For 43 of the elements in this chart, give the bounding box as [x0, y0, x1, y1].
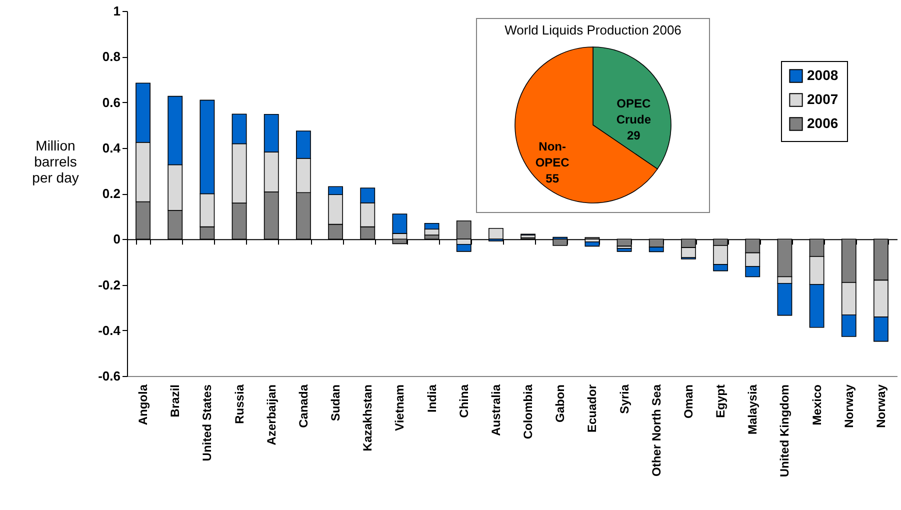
slice-label: Non-OPEC: [535, 139, 570, 170]
legend-label: 2008: [807, 67, 838, 83]
x-tick-label: China: [456, 384, 471, 418]
x-tick-label: Canada: [296, 384, 310, 428]
x-tick-label: Sudan: [328, 384, 343, 422]
chart-title: World Liquids Production 2006: [504, 22, 682, 38]
y-axis-title: Million barrels per day: [32, 138, 79, 186]
data-label: 29: [626, 128, 641, 143]
x-tick-label: Brazil: [168, 384, 182, 418]
x-tick-label: Australia: [488, 384, 503, 436]
x-tick-label: Gabon: [553, 384, 568, 422]
x-tick-label: Norway: [842, 384, 856, 428]
x-tick-label: Vietnam: [392, 384, 407, 431]
x-tick-label: United Kingdom: [778, 384, 792, 478]
x-tick-label: India: [424, 384, 439, 413]
x-tick-label: Oman: [681, 384, 696, 419]
x-tick-label: Kazakhstan: [360, 384, 375, 452]
x-tick-label: Ecuador: [585, 384, 600, 433]
x-tick-label: Malaysia: [746, 384, 760, 435]
y-tick-label: 0.6: [102, 94, 120, 110]
y-tick-label: 0.8: [102, 49, 120, 64]
x-tick-label: Russia: [232, 384, 246, 424]
x-tick-label: Other North Sea: [649, 384, 664, 477]
x-tick-label: Colombia: [521, 384, 536, 440]
data-label: 55: [546, 171, 560, 186]
inset-frame: OPEC Crude 29 Non-OPEC 55 World Liquids Production 2006: [476, 18, 710, 213]
x-tick-label: Mexico: [810, 384, 824, 426]
x-tick-label: United States: [200, 384, 214, 462]
legend-label: 2006: [807, 115, 838, 131]
x-tick-label: Azerbaijan: [264, 384, 278, 446]
y-tick-label: 0: [113, 232, 120, 247]
legend-label: 2007: [807, 91, 838, 107]
y-tick-label: -0.4: [98, 322, 122, 338]
y-tick-label: -0.6: [98, 368, 120, 384]
y-tick-label: 1: [113, 4, 120, 18]
y-tick-label: 0.4: [102, 140, 122, 156]
slice-label: OPEC Crude: [616, 96, 652, 127]
x-tick-label: Norway: [874, 384, 888, 428]
x-tick-label: Angola: [136, 384, 150, 426]
x-tick-label: Syria: [617, 384, 632, 414]
y-tick-label: -0.2: [98, 277, 120, 292]
x-tick-label: Egypt: [714, 384, 728, 418]
y-tick-label: 0.2: [102, 186, 120, 201]
